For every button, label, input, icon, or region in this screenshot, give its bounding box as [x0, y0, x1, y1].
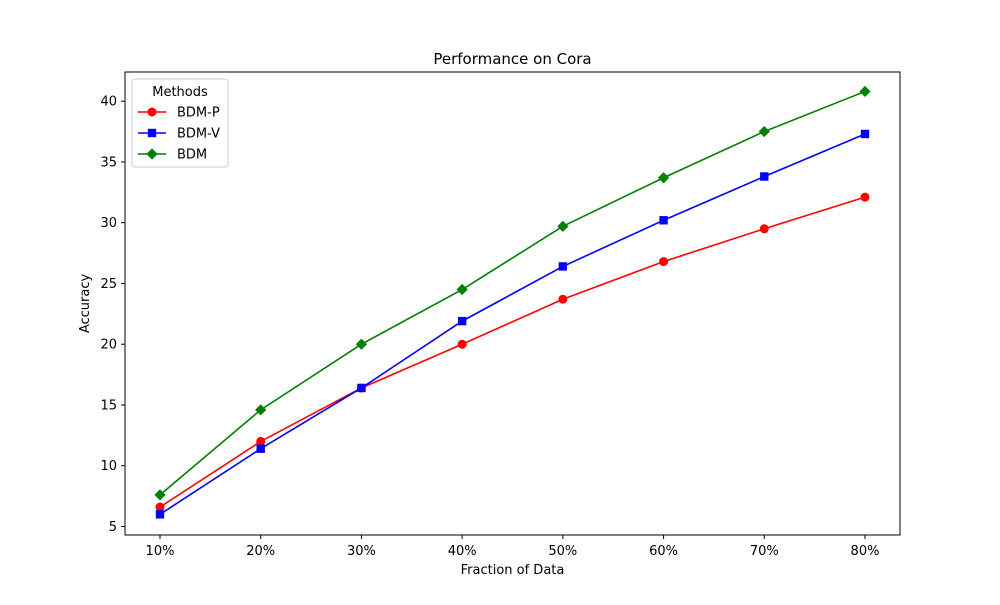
x-tick-label: 60% [649, 544, 678, 559]
data-point-bdm-p [457, 339, 467, 349]
series-line-bdm [159, 90, 866, 496]
data-point-bdm [557, 220, 569, 232]
data-point-bdm [758, 125, 770, 138]
data-point-bdm [255, 404, 267, 416]
series-line-bdm-v [159, 133, 866, 516]
legend-marker [147, 107, 157, 117]
legend-entries: BDM-P BDM-V BDM [138, 106, 220, 163]
data-point-bdm-p [155, 502, 165, 512]
x-tick-label: 10% [146, 544, 175, 559]
series-bdm [154, 85, 871, 501]
data-point-bdm-v [558, 262, 568, 271]
data-point-bdm-v [760, 172, 769, 181]
plot-area [154, 85, 871, 519]
series-line-bdm-p [159, 196, 866, 508]
data-point-bdm-p [558, 294, 568, 304]
data-point-bdm [355, 338, 368, 350]
x-tick-label: 20% [246, 544, 275, 559]
y-tick-label: 5 [109, 520, 117, 535]
data-point-bdm-v [357, 383, 366, 393]
y-tick-label: 25 [100, 277, 117, 292]
y-axis: 5 10 15 20 25 30 35 40 [100, 95, 125, 535]
legend-entry-bdm: BDM [138, 148, 207, 163]
plot-frame [124, 71, 901, 536]
data-point-bdm-p [860, 192, 870, 202]
chart-title: Performance on Cora [433, 50, 591, 68]
legend-marker [147, 128, 157, 138]
x-axis-label: Fraction of Data [461, 563, 565, 578]
x-tick-label: 30% [347, 544, 376, 559]
legend-label: BDM-P [177, 106, 220, 121]
legend-entry-bdm-v: BDM-V [138, 127, 220, 142]
legend-title: Methods [152, 85, 208, 100]
x-tick-label: 50% [548, 544, 577, 559]
legend-marker [146, 148, 158, 160]
data-point-bdm [456, 283, 468, 296]
y-tick-label: 35 [100, 155, 117, 170]
y-tick-label: 20 [100, 338, 117, 353]
series-bdm-p [155, 192, 870, 512]
legend-entry-bdm-p: BDM-P [138, 106, 220, 121]
y-tick-label: 40 [100, 95, 117, 110]
data-point-bdm [859, 85, 871, 98]
data-point-bdm-v [256, 444, 265, 453]
data-point-bdm-p [659, 257, 669, 267]
data-point-bdm-v [860, 129, 870, 139]
legend-label: BDM-V [177, 127, 220, 142]
data-point-bdm-v [659, 216, 668, 225]
legend-label: BDM [177, 148, 207, 163]
x-tick-label: 80% [851, 544, 880, 559]
y-axis-label: Accuracy [78, 274, 93, 334]
legend-box [131, 78, 229, 168]
legend: Methods BDM-P BDM-V BDM [131, 78, 229, 168]
y-tick-label: 15 [100, 398, 117, 413]
y-tick-label: 10 [100, 459, 117, 474]
x-axis: 10% 20% 30% 40% 50% 60% 70% 80% [146, 535, 880, 559]
y-tick-label: 30 [100, 216, 117, 231]
series-bdm-v [155, 129, 870, 519]
data-point-bdm [657, 172, 670, 184]
x-tick-label: 40% [448, 544, 477, 559]
data-point-bdm-p [759, 224, 769, 234]
data-point-bdm-p [256, 436, 266, 446]
data-point-bdm-v [457, 316, 467, 326]
data-point-bdm [154, 489, 166, 501]
x-tick-label: 70% [750, 544, 779, 559]
data-point-bdm-v [155, 510, 165, 519]
